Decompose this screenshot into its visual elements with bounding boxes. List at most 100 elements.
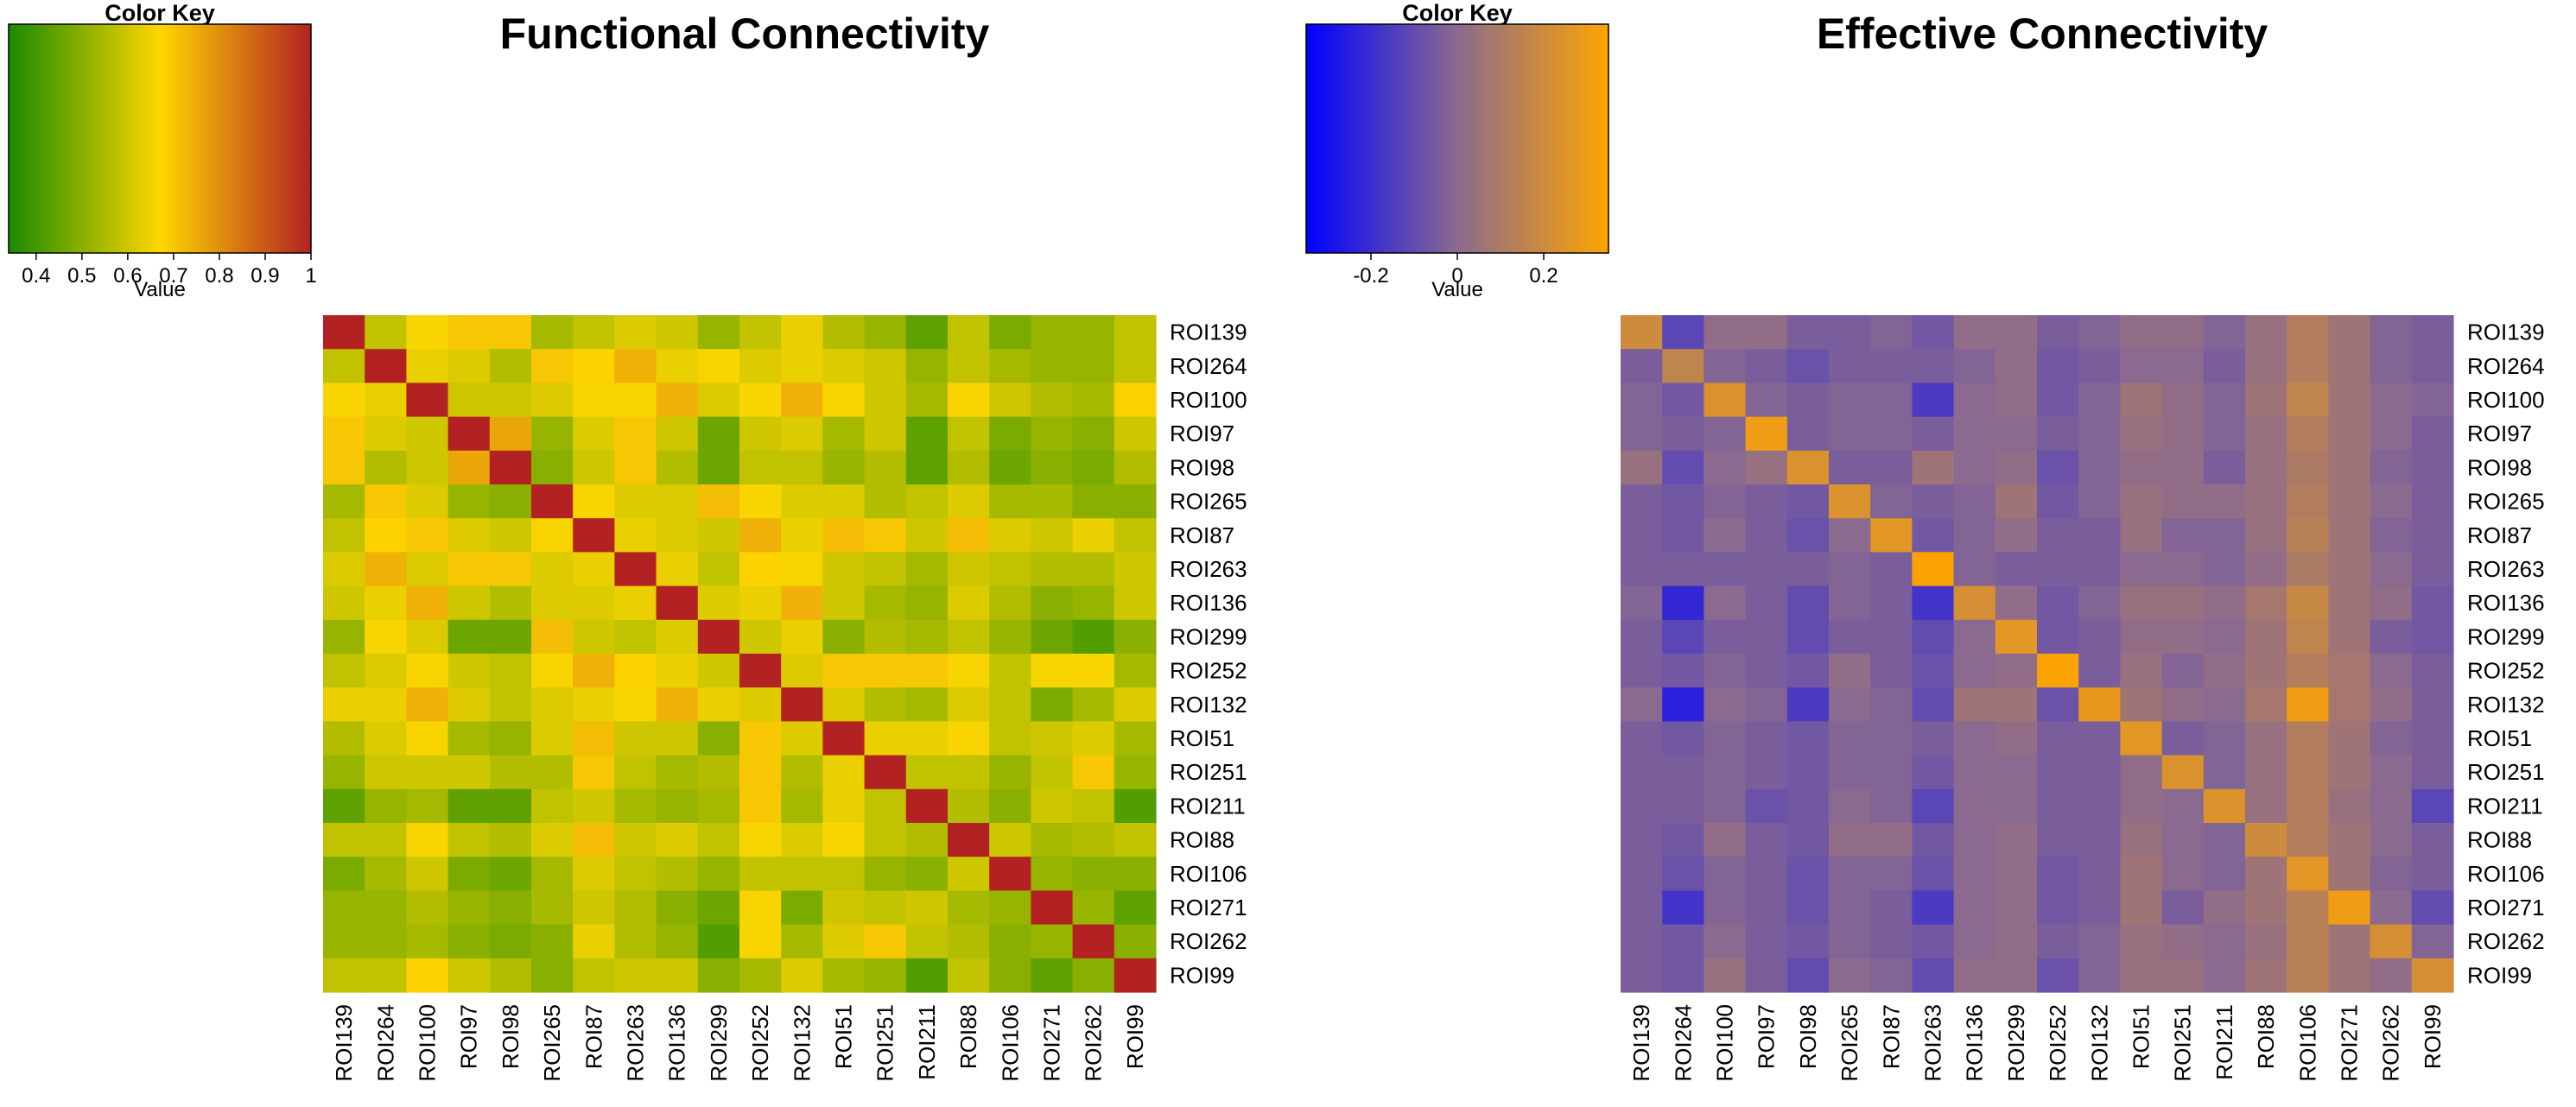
ec-heatmap-cell [1912,450,1955,485]
fc-heatmap-cell [447,383,491,418]
fc-heatmap-cell [1114,349,1157,383]
fc-heatmap-cell [531,721,574,756]
ec-heatmap-cell [2245,721,2287,756]
ec-heatmap-cell [2161,552,2205,587]
ec-heatmap-cell [2287,687,2329,722]
ec-heatmap-cell [1745,958,1788,993]
fc-heatmap-cell [406,484,449,519]
ec-heatmap-cell [1953,958,1996,993]
ec-heatmap-cell [2287,654,2329,688]
ec-heatmap-cell [2370,755,2413,790]
ec-heatmap-cell [1621,416,1663,452]
fc-heatmap-cell [905,450,949,485]
fc-heatmap-cell [989,654,1031,688]
ec-heatmap-cell [2203,654,2246,688]
fc-heatmap-cell [365,383,407,418]
ec-heatmap-cell [1953,721,1996,756]
fc-heatmap-cell [781,619,823,655]
ec-heatmap-cell [1662,349,1704,383]
fc-heatmap-cell [614,958,657,993]
ec-heatmap-cell [1953,518,1996,553]
fc-heatmap-cell [1031,484,1074,519]
ec-heatmap-cell [2037,924,2079,959]
fc-col-label: ROI100 [415,1004,441,1082]
ec-row-label: ROI88 [2467,827,2532,853]
fc-heatmap-cell [739,383,782,418]
ec-heatmap-cell [1704,823,1747,857]
ec-heatmap-cell [1829,383,1871,418]
fc-heatmap-cell [781,585,823,621]
fc-heatmap-cell [989,788,1031,824]
ec-heatmap-cell [1995,823,2038,857]
fc-heatmap-cell [323,484,365,519]
fc-heatmap-cell [531,450,574,485]
fc-heatmap-cell [697,687,740,722]
ec-key-tick-label: -0.2 [1353,264,1388,288]
ec-row-label: ROI211 [2467,793,2543,819]
fc-heatmap-cell [489,721,532,756]
fc-row-label: ROI263 [1170,556,1247,582]
ec-heatmap-cell [2078,315,2121,350]
fc-heatmap-cell [989,619,1031,655]
ec-heatmap-cell [1662,654,1704,688]
fc-heatmap-cell [406,788,449,824]
ec-heatmap-cell [1995,654,2038,688]
fc-heatmap-cell [864,857,907,891]
ec-heatmap-cell [1953,788,1996,824]
fc-heatmap-cell [447,755,491,790]
fc-heatmap-cell [697,450,740,485]
fc-heatmap-cell [822,823,866,857]
ec-heatmap-cell [2328,857,2371,891]
fc-heatmap-cell [656,755,699,790]
fc-heatmap-cell [697,958,740,993]
ec-heatmap-cell [2287,552,2329,587]
fc-heatmap-cell [447,484,491,519]
fc-heatmap-cell [781,552,823,587]
fc-heatmap-cell [656,518,699,553]
fc-heatmap-cell [905,619,949,655]
ec-heatmap-cell [1704,924,1747,959]
ec-heatmap-cell [1662,823,1704,857]
ec-heatmap-cell [1745,788,1788,824]
fc-heatmap-cell [323,755,365,790]
fc-heatmap-cell [531,518,574,553]
fc-heatmap-cell [489,349,532,383]
fc-heatmap-cell [822,315,866,350]
fc-heatmap-cell [365,924,407,959]
ec-col-label: ROI299 [2003,1004,2029,1082]
ec-heatmap-cell [2120,585,2163,621]
ec-heatmap-cell [1704,349,1747,383]
fc-heatmap-cell [822,788,866,824]
fc-heatmap-cell [781,823,823,857]
ec-heatmap-cell [2161,585,2205,621]
fc-heatmap-cell [989,823,1031,857]
ec-row-label: ROI99 [2467,962,2532,988]
ec-heatmap-cell [2037,890,2079,926]
ec-color-key-xlabel: Value [1431,278,1483,301]
ec-heatmap-cell [1870,924,1913,959]
fc-heatmap-cell [864,585,907,621]
fc-heatmap-cell [573,890,615,926]
fc-row-label: ROI100 [1170,387,1247,413]
fc-row-label: ROI88 [1170,827,1234,853]
ec-heatmap-cell [1870,721,1913,756]
ec-heatmap-cell [1870,687,1913,722]
ec-heatmap-cell [1662,585,1704,621]
ec-heatmap-cell [1745,315,1788,350]
fc-heatmap-cell [1114,721,1157,756]
fc-heatmap-cell [781,755,823,790]
ec-heatmap-cell [2411,654,2454,688]
fc-heatmap-cell [1031,958,1074,993]
ec-heatmap-cell [1704,857,1747,891]
ec-heatmap-cell [1704,788,1747,824]
fc-heatmap-cell [948,788,990,824]
fc-heatmap-cell [948,823,990,857]
ec-heatmap-cell [1912,619,1955,655]
ec-heatmap-cell [1786,823,1830,857]
fc-heatmap-cell [365,349,407,383]
fc-heatmap-cell [864,823,907,857]
ec-heatmap-cell [1912,823,1955,857]
fc-heatmap-cell [1072,619,1115,655]
fc-heatmap-cell [905,958,949,993]
ec-heatmap-cell [2203,721,2246,756]
